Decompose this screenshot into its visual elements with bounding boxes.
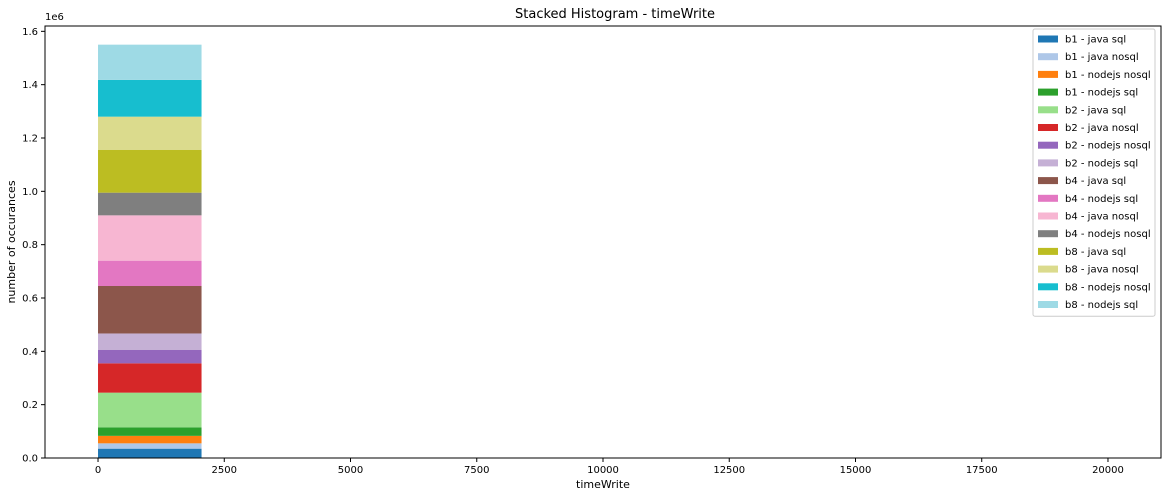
chart-title: Stacked Histogram - timeWrite	[515, 7, 715, 22]
bar-segment-9	[98, 260, 202, 286]
y-tick-label: 0.4	[22, 347, 38, 358]
legend-swatch	[1038, 265, 1058, 273]
legend-swatch	[1038, 230, 1058, 238]
legend-label: b1 - nodejs sql	[1065, 88, 1138, 99]
x-tick-label: 17500	[966, 465, 998, 476]
legend-label: b4 - nodejs sql	[1065, 194, 1138, 205]
bar-segment-2	[98, 435, 202, 444]
y-tick-label: 1.2	[22, 134, 38, 145]
legend-label: b1 - nodejs nosql	[1065, 70, 1151, 81]
bar-segment-10	[98, 215, 202, 261]
legend: b1 - java sql b1 - java nosql b1 - nodejs …	[1032, 28, 1156, 317]
x-axis-label: timeWrite	[576, 478, 630, 491]
legend-label: b1 - java sql	[1065, 35, 1126, 46]
legend-swatch	[1038, 53, 1058, 61]
legend-label: b1 - java nosql	[1065, 52, 1139, 63]
bar-segment-13	[98, 116, 202, 150]
legend-swatch	[1038, 177, 1058, 185]
x-axis: 0 2500 5000 7500 10000 12500 15000 17500 20000	[95, 458, 1124, 476]
legend-swatch	[1038, 212, 1058, 220]
legend-box	[1032, 28, 1156, 317]
legend-swatch	[1038, 106, 1058, 114]
plot-area	[45, 26, 1161, 458]
y-tick-label: 0.2	[22, 400, 38, 411]
x-tick-label: 0	[95, 465, 101, 476]
legend-label: b2 - nodejs nosql	[1065, 141, 1151, 152]
x-tick-label: 7500	[464, 465, 489, 476]
bar-segment-3	[98, 427, 202, 436]
x-tick-label: 12500	[713, 465, 745, 476]
legend-swatch	[1038, 247, 1058, 255]
legend-label: b2 - java sql	[1065, 105, 1126, 116]
x-tick-label: 5000	[338, 465, 363, 476]
y-tick-label: 0.0	[22, 454, 38, 465]
plot-frame	[44, 25, 1162, 459]
x-tick-label: 15000	[840, 465, 872, 476]
y-axis-label: number of occurances	[5, 180, 18, 303]
bar-segment-1	[98, 443, 202, 449]
legend-label: b4 - java nosql	[1065, 212, 1139, 223]
legend-label: b4 - nodejs nosql	[1065, 229, 1151, 240]
legend-swatch	[1038, 283, 1058, 291]
legend-label: b2 - java nosql	[1065, 123, 1139, 134]
bar-segment-14	[98, 79, 202, 117]
bar-segment-12	[98, 150, 202, 193]
legend-label: b8 - nodejs nosql	[1065, 282, 1151, 293]
y-tick-label: 0.8	[22, 240, 38, 251]
legend-swatch	[1038, 194, 1058, 202]
x-tick-label: 2500	[212, 465, 237, 476]
legend-swatch	[1038, 70, 1058, 78]
y-tick-label: 0.6	[22, 294, 38, 305]
legend-swatch	[1038, 159, 1058, 167]
legend-label: b8 - java sql	[1065, 247, 1126, 258]
bar-segment-11	[98, 192, 202, 216]
legend-swatch	[1038, 141, 1058, 149]
legend-label: b8 - java nosql	[1065, 265, 1139, 276]
y-tick-label: 1.0	[22, 187, 38, 198]
bar-segment-4	[98, 392, 202, 428]
bar-stack	[98, 44, 202, 458]
legend-swatch	[1038, 124, 1058, 131]
bar-segment-15	[98, 44, 202, 80]
x-tick-label: 20000	[1092, 465, 1124, 476]
bar-segment-8	[98, 286, 202, 334]
bar-segment-6	[98, 350, 202, 364]
bar-segment-7	[98, 333, 202, 350]
x-tick-label: 10000	[587, 465, 619, 476]
y-offset-label: 1e6	[45, 12, 64, 23]
legend-label: b4 - java sql	[1065, 176, 1126, 187]
legend-label: b2 - nodejs sql	[1065, 158, 1138, 169]
bar-segment-5	[98, 363, 202, 393]
legend-swatch	[1038, 88, 1058, 96]
y-tick-label: 1.4	[22, 80, 38, 91]
legend-swatch	[1038, 301, 1058, 308]
bar-segment-0	[98, 448, 202, 458]
y-axis: 0.0 0.2 0.4 0.6 0.8 1.0 1.2 1.4 1.6	[22, 27, 45, 465]
legend-swatch	[1038, 35, 1058, 43]
y-tick-label: 1.6	[22, 27, 38, 38]
legend-label: b8 - nodejs sql	[1065, 300, 1138, 311]
